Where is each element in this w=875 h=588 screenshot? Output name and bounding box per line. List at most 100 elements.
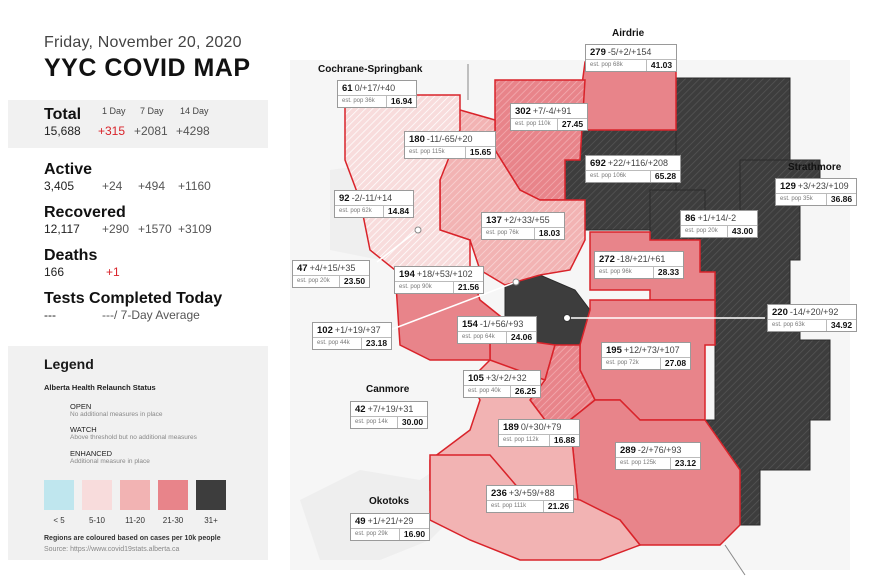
legend-enhanced: ENHANCED Additional measure in place (44, 448, 264, 468)
stat-active-label: Active (44, 161, 93, 178)
region-card-cases: 289 (620, 445, 636, 456)
col-head-1day: 1 Day (102, 106, 126, 116)
region-card-changes: -11/-65/+20 (426, 134, 473, 144)
legend-source: Source: https://www.covid19stats.alberta… (44, 546, 180, 553)
stat-total-value: 15,688 (44, 124, 81, 138)
region-card-cases: 302 (515, 106, 531, 117)
region-card-cases: 272 (599, 254, 615, 265)
region-card-changes: +1/+21/+29 (367, 516, 414, 526)
place-label-cochrane: Cochrane-Springbank (318, 64, 423, 75)
region-card-south-calgary: 236 +3/+59/+88 est. pop 111k 21.26 (486, 485, 574, 513)
legend-open-desc: No additional measures in place (70, 411, 163, 418)
legend-swatch-label: 21-30 (162, 516, 184, 525)
place-label-airdrie: Airdrie (612, 28, 645, 39)
region-card-cases: 129 (780, 181, 796, 192)
region-card-population: est. pop 20k (685, 228, 718, 234)
legend-swatch-label: 5-10 (88, 516, 105, 525)
region-card-counts: 289 -2/+76/+93 (616, 443, 700, 457)
region-card-cases: 47 (297, 263, 308, 274)
region-card-cases: 49 (355, 516, 366, 527)
region-card-counts: 102 +1/+19/+37 (313, 323, 391, 337)
region-card-population: est. pop 111k (491, 503, 527, 509)
locator-dot (414, 226, 422, 234)
region-card-se-south: 289 -2/+76/+93 est. pop 125k 23.12 (615, 442, 701, 470)
region-card-rate: 26.25 (510, 386, 540, 397)
region-card-cases: 154 (462, 319, 478, 330)
region-card-population: est. pop 36k (342, 98, 375, 104)
legend-watch-desc: Above threshold but no additional measur… (70, 434, 197, 441)
region-card-population: est. pop 29k (355, 531, 388, 537)
stat-tests-label: Tests Completed Today (44, 290, 223, 307)
region-card-rate: 34.92 (826, 320, 856, 331)
legend-swatch (82, 480, 112, 510)
region-card-population: est. pop 62k (339, 208, 372, 214)
stat-recovered-label: Recovered (44, 204, 126, 221)
region-card-population: est. pop 72k (606, 360, 639, 366)
region-card-cases: 105 (468, 373, 484, 384)
stat-active-7day: +494 (138, 179, 166, 193)
region-card-cases: 42 (355, 404, 366, 415)
region-card-changes: -2/+76/+93 (637, 445, 682, 455)
region-card-rate: 24.06 (506, 332, 536, 343)
region-card-rate: 23.18 (361, 338, 391, 349)
region-card-population: est. pop 76k (486, 230, 519, 236)
region-card-rate: 27.08 (660, 358, 690, 369)
region-card-cases: 189 (503, 422, 519, 433)
region-card-changes: +1/+19/+37 (334, 325, 381, 335)
region-card-counts: 86 +1/+14/-2 (681, 211, 757, 225)
legend-swatch-label: < 5 (53, 516, 65, 525)
region-card-changes: -14/+20/+92 (789, 307, 839, 317)
region-card-counts: 236 +3/+59/+88 (487, 486, 573, 500)
place-label-okotoks: Okotoks (369, 496, 410, 507)
region-card-counts: 195 +12/+73/+107 (602, 343, 690, 357)
legend-swatch (196, 480, 226, 510)
region-card-population: est. pop 125k (620, 460, 657, 466)
legend-enhanced-name: ENHANCED (70, 449, 113, 458)
region-card-changes: +1/+14/-2 (697, 213, 737, 223)
region-airdrie (579, 61, 677, 131)
region-card-counts: 42 +7/+19/+31 (351, 402, 427, 416)
region-card-changes: +7/-4/+91 (532, 106, 572, 116)
region-card-ne-central: 272 -18/+21/+61 est. pop 96k 28.33 (594, 251, 684, 279)
region-card-population: est. pop 20k (297, 278, 330, 284)
region-card-rate: 36.86 (826, 194, 856, 205)
legend-note: Regions are coloured based on cases per … (44, 535, 221, 542)
region-card-population: est. pop 44k (317, 340, 350, 346)
region-card-changes: +3/+23/+109 (797, 181, 849, 191)
region-card-changes: -18/+21/+61 (616, 254, 666, 264)
region-card-west-bow: 92 -2/-11/+14 est. pop 62k 14.84 (334, 190, 414, 218)
region-card-rate: 14.84 (383, 206, 413, 217)
region-card-cases: 92 (339, 193, 350, 204)
region-card-rocky-view-west: 47 +4/+15/+35 est. pop 20k 23.50 (292, 260, 370, 288)
legend-swatch-label: 11-20 (125, 516, 145, 525)
region-card-counts: 137 +2/+33/+55 (482, 213, 564, 227)
region-card-west-sw: 102 +1/+19/+37 est. pop 44k 23.18 (312, 322, 392, 350)
region-card-cases: 195 (606, 345, 622, 356)
region-card-rate: 41.03 (646, 60, 676, 71)
region-card-rate: 27.45 (557, 119, 587, 130)
stat-active-value: 3,405 (44, 179, 75, 193)
stat-tests-value: --- (44, 308, 56, 322)
legend-watch-name: WATCH (70, 425, 97, 434)
stat-recovered-value: 12,117 (44, 222, 80, 236)
region-card-cases: 102 (317, 325, 333, 336)
road-line (724, 544, 746, 576)
legend-swatch (44, 480, 74, 510)
leader-line (376, 229, 419, 263)
stat-tests-average: ---/ 7-Day Average (102, 308, 200, 322)
region-card-cases: 180 (409, 134, 425, 145)
region-card-changes: +4/+15/+35 (309, 263, 356, 273)
region-card-changes: +3/+2/+32 (485, 373, 527, 383)
legend-panel (8, 346, 268, 560)
stat-total-1day: +315 (98, 124, 126, 138)
region-card-changes: +22/+116/+208 (607, 158, 669, 168)
region-card-rate: 23.50 (339, 276, 369, 287)
stat-active-1day: +24 (102, 179, 123, 193)
region-card-cochrane: 61 0/+17/+40 est. pop 36k 16.94 (337, 80, 417, 108)
region-card-changes: +2/+33/+55 (503, 215, 550, 225)
legend-open-name: OPEN (70, 402, 92, 411)
region-card-changes: +3/+59/+88 (508, 488, 555, 498)
region-card-rate: 30.00 (397, 417, 427, 428)
total-stat-background (8, 100, 268, 148)
region-card-cases: 194 (399, 269, 415, 280)
